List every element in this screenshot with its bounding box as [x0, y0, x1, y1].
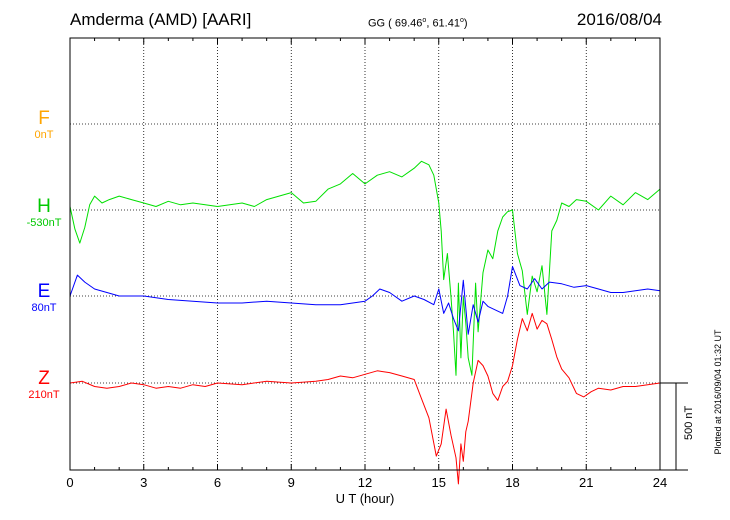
- x-tick-label: 18: [505, 475, 519, 490]
- scale-bar: [660, 382, 688, 471]
- grid: [70, 38, 660, 470]
- series-h-line: [69, 160, 661, 376]
- x-tick-label: 3: [140, 475, 147, 490]
- geographic-coordinates: GG ( 69.46o, 61.41o): [368, 17, 468, 30]
- x-tick-label: 6: [214, 475, 221, 490]
- series-lines: [69, 160, 661, 485]
- x-tick-label: 21: [579, 475, 593, 490]
- station-title: Amderma (AMD) [AARI]: [70, 10, 252, 29]
- x-tick-label: 24: [653, 475, 667, 490]
- x-tick-label: 0: [66, 475, 73, 490]
- x-axis-label: U T (hour): [336, 491, 395, 506]
- plotted-timestamp: Plotted at 2016/09/04 01:32 UT: [713, 329, 723, 455]
- series-z-line: [69, 312, 661, 485]
- component-label-z: Z 210nT: [28, 368, 60, 402]
- scale-bar-label: 500 nT: [683, 405, 695, 440]
- series-e-line: [69, 265, 661, 335]
- x-axis-ticks: 0 3 6 9 12 15 18 21 24: [66, 38, 667, 490]
- component-label-f: F 0nT: [34, 108, 54, 142]
- x-tick-label: 12: [358, 475, 372, 490]
- x-tick-label: 15: [432, 475, 446, 490]
- component-label-e: E 80nT: [31, 281, 57, 315]
- x-tick-label: 9: [288, 475, 295, 490]
- component-label-h: H -530nT: [26, 196, 62, 230]
- date-label: 2016/08/04: [576, 10, 662, 29]
